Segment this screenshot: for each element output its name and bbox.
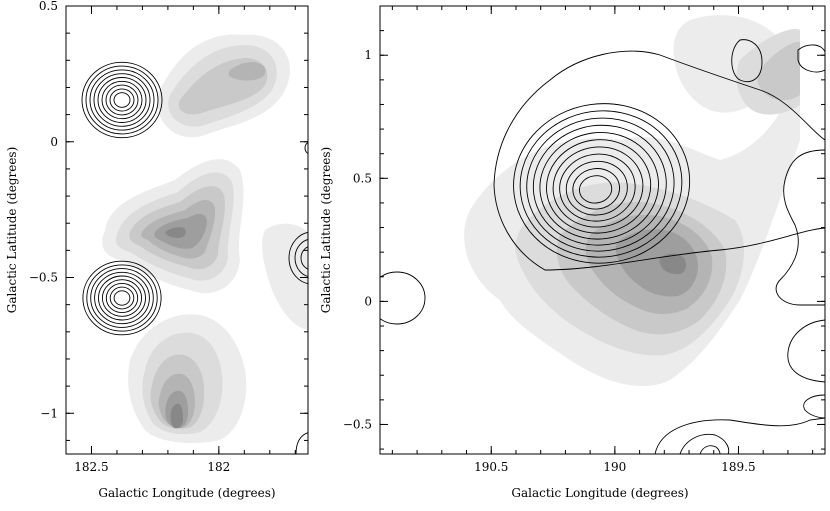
left-upper-contour <box>89 69 155 131</box>
right-grey-level-3b <box>757 41 800 101</box>
left-upper-contour <box>93 73 151 127</box>
right-main-contour <box>552 146 644 228</box>
right-axes: 190.5 190 189.5 1 0.5 0 −0.5 <box>343 5 825 474</box>
left-grey-level-4 <box>228 62 266 81</box>
right-main-contour <box>546 139 652 234</box>
left-edge-contour <box>288 231 308 285</box>
right-main-contour <box>519 110 683 258</box>
left-upper-contour <box>109 88 135 112</box>
right-main-contour <box>539 132 659 240</box>
right-outer-contour <box>493 50 825 271</box>
right-x-axis-label: Galactic Longitude (degrees) <box>511 486 688 500</box>
left-greyscale <box>102 34 308 443</box>
left-lower-contour <box>113 290 131 306</box>
left-edge-contour-small <box>304 141 308 155</box>
right-greyscale <box>464 15 800 387</box>
right-main-contour <box>559 153 636 222</box>
right-y-axis-label: Galactic Latitude (degrees) <box>319 147 333 314</box>
right-bottom-contour <box>654 417 825 454</box>
left-upper-contour <box>97 77 147 123</box>
left-lower-contour <box>98 275 146 321</box>
right-bottom-contour-2 <box>679 433 730 454</box>
left-grey-edge <box>262 223 308 330</box>
y-tick-label: 0.5 <box>353 171 372 185</box>
left-upper-contour <box>101 80 143 120</box>
x-tick-label: 190.5 <box>474 460 508 474</box>
left-upper-contour <box>81 61 163 139</box>
left-y-axis-label: Galactic Latitude (degrees) <box>5 147 19 314</box>
right-main-contour <box>578 175 613 204</box>
right-bottom-contour-3 <box>699 445 721 454</box>
right-plot-area <box>380 15 825 454</box>
y-tick-label: 1 <box>364 48 372 62</box>
y-tick-label: −0.5 <box>29 271 58 285</box>
left-grey-mid-6 <box>165 227 186 238</box>
right-main-contour <box>513 103 691 264</box>
right-side-contour-2 <box>787 319 825 383</box>
right-frame <box>379 5 826 455</box>
left-contours <box>81 61 308 454</box>
left-upper-contour <box>113 92 131 108</box>
right-main-contour <box>565 160 628 216</box>
right-left-contour <box>380 271 426 325</box>
x-tick-label: 182.5 <box>74 460 108 474</box>
right-contours <box>380 39 825 454</box>
x-tick-label: 182 <box>207 460 230 474</box>
y-tick-label: −1 <box>40 406 58 420</box>
x-tick-label: 190 <box>603 460 626 474</box>
left-x-axis-label: Galactic Longitude (degrees) <box>98 486 275 500</box>
y-tick-label: 0 <box>50 135 58 149</box>
right-grey-level-6 <box>659 253 687 275</box>
right-top-contour-2 <box>797 44 825 73</box>
left-panel: 182.5 182 0.5 0 −0.5 −1 Galactic Longitude (d… <box>5 0 309 500</box>
left-edge-contour <box>300 246 308 270</box>
right-main-contour <box>532 124 667 246</box>
left-upper-contour <box>105 84 139 116</box>
left-plot-area <box>81 34 308 454</box>
left-frame <box>65 5 309 455</box>
left-lower-contour <box>86 264 158 332</box>
left-upper-contour <box>85 65 159 135</box>
y-tick-label: 0.5 <box>39 0 58 13</box>
left-corner-contour <box>295 432 308 454</box>
right-grey-level-5 <box>615 229 698 297</box>
right-main-contour <box>572 168 620 210</box>
right-panel: 190.5 190 189.5 1 0.5 0 −0.5 Galactic Longitud… <box>319 5 826 500</box>
x-tick-label: 189.5 <box>721 460 755 474</box>
right-main-contour <box>526 117 675 252</box>
right-top-contour <box>731 39 763 82</box>
left-lower-contour <box>90 268 154 328</box>
left-grey-low-6 <box>170 403 183 429</box>
left-lower-contour <box>94 271 150 325</box>
right-side-contour-3 <box>803 394 825 419</box>
left-axes: 182.5 182 0.5 0 −0.5 −1 <box>29 0 308 474</box>
y-tick-label: 0 <box>364 294 372 308</box>
left-lower-contour <box>105 282 139 314</box>
left-lower-contour <box>101 279 143 317</box>
left-lower-contour <box>82 260 162 336</box>
y-tick-label: −0.5 <box>343 417 372 431</box>
left-edge-contour <box>294 239 308 277</box>
left-lower-contour <box>109 286 135 310</box>
right-side-contour <box>775 149 825 306</box>
